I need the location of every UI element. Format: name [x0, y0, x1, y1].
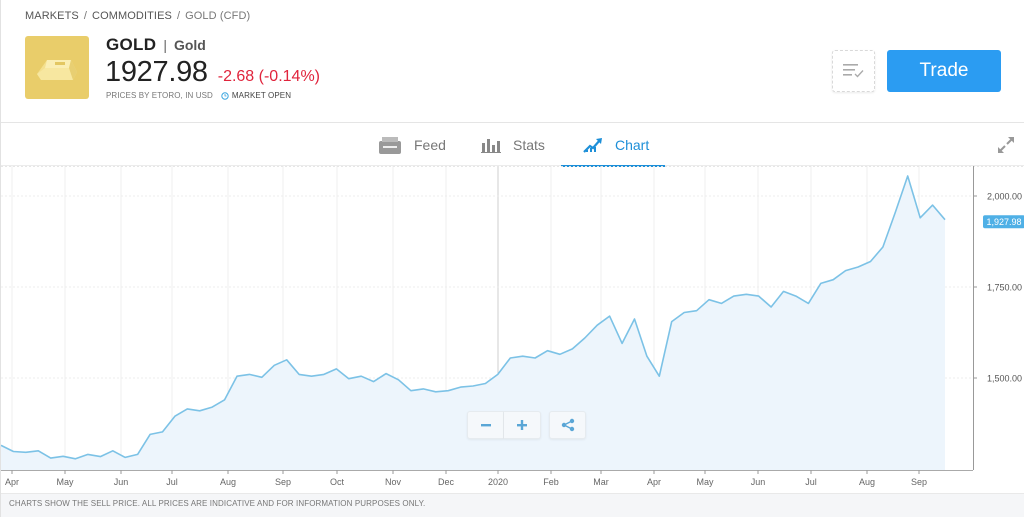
breadcrumb-separator: /	[176, 10, 181, 22]
y-tick-label: 1,750.00	[987, 283, 1022, 293]
tab-chart[interactable]: Chart	[561, 123, 665, 167]
breadcrumb-markets[interactable]: MARKETS	[25, 10, 79, 22]
x-tick-label: Aug	[859, 477, 875, 487]
price-change: -2.68 (-0.14%)	[217, 68, 320, 85]
watchlist-button[interactable]	[832, 50, 875, 92]
instrument-logo	[25, 36, 89, 99]
expand-icon	[998, 137, 1014, 153]
price-area-fill	[1, 176, 945, 470]
prices-source-note: PRICES BY ETORO, IN USD	[106, 91, 213, 100]
current-price: 1927.98	[105, 56, 208, 88]
x-tick-label: Jul	[805, 477, 817, 487]
stats-bars-icon	[481, 137, 501, 153]
instrument-symbol: GOLD	[106, 35, 157, 54]
price-chart[interactable]: 1,500.00 1,750.00 2,000.00 Apr May Jun Jul Aug S…	[0, 166, 1024, 493]
current-price-marker	[983, 215, 1024, 229]
x-tick-label: Jun	[751, 477, 766, 487]
chart-zoom-controls	[467, 411, 586, 439]
x-tick-label: Sep	[275, 477, 291, 487]
y-tick-label: 1,500.00	[987, 374, 1022, 384]
title-divider: |	[163, 37, 167, 53]
feed-icon	[378, 135, 402, 155]
x-tick-label: Aug	[220, 477, 236, 487]
x-tick-label: Apr	[647, 477, 661, 487]
y-tick-label: 2,000.00	[987, 192, 1022, 202]
watchlist-check-icon	[842, 64, 863, 78]
price-row: 1927.98 -2.68 (-0.14%)	[105, 56, 320, 89]
breadcrumb-separator: /	[83, 10, 88, 22]
trade-button[interactable]: Trade	[887, 50, 1001, 92]
breadcrumb-current: GOLD (CFD)	[185, 10, 251, 22]
fullscreen-button[interactable]	[996, 135, 1016, 160]
gold-bar-icon	[37, 60, 77, 80]
x-tick-label: Jun	[114, 477, 129, 487]
x-tick-label: Apr	[5, 477, 19, 487]
x-tick-label: May	[56, 477, 74, 487]
current-price-marker-label: 1,927.98	[986, 217, 1021, 227]
market-status: MARKET OPEN	[221, 91, 291, 100]
x-tick-label: Feb	[543, 477, 559, 487]
share-icon	[561, 418, 574, 432]
zoom-in-button[interactable]	[504, 411, 541, 439]
clock-icon	[221, 91, 229, 100]
minus-icon	[480, 424, 491, 427]
price-line	[0, 175, 946, 460]
chart-trend-icon	[583, 137, 603, 153]
chart-disclaimer: CHARTS SHOW THE SELL PRICE. ALL PRICES A…	[1, 493, 1024, 517]
tab-feed[interactable]: Feed	[378, 123, 446, 166]
tabs-bar: Feed Stats Chart	[1, 122, 1024, 167]
zoom-out-button[interactable]	[467, 411, 504, 439]
x-tick-label: Nov	[385, 477, 402, 487]
instrument-name: Gold	[173, 37, 206, 53]
instrument-title: GOLD | Gold	[106, 35, 206, 55]
chart-canvas[interactable]: 1,500.00 1,750.00 2,000.00 Apr May Jun Jul Aug S…	[0, 166, 1024, 493]
x-tick-label: Oct	[330, 477, 345, 487]
x-tick-label: Mar	[593, 477, 609, 487]
breadcrumb: MARKETS / COMMODITIES / GOLD (CFD)	[25, 10, 250, 22]
tab-stats[interactable]: Stats	[481, 123, 545, 166]
x-tick-label: Sep	[911, 477, 927, 487]
x-tick-label: 2020	[488, 477, 508, 487]
x-tick-label: Dec	[438, 477, 455, 487]
x-tick-label: May	[696, 477, 714, 487]
price-meta: PRICES BY ETORO, IN USD MARKET OPEN	[106, 91, 291, 100]
breadcrumb-commodities[interactable]: COMMODITIES	[92, 10, 172, 22]
market-status-label: MARKET OPEN	[231, 91, 292, 100]
tab-stats-label: Stats	[513, 136, 545, 153]
tab-chart-label: Chart	[615, 136, 650, 153]
tab-feed-label: Feed	[414, 136, 446, 153]
plus-icon	[517, 420, 527, 430]
share-chart-button[interactable]	[549, 411, 586, 439]
x-tick-label: Jul	[166, 477, 178, 487]
